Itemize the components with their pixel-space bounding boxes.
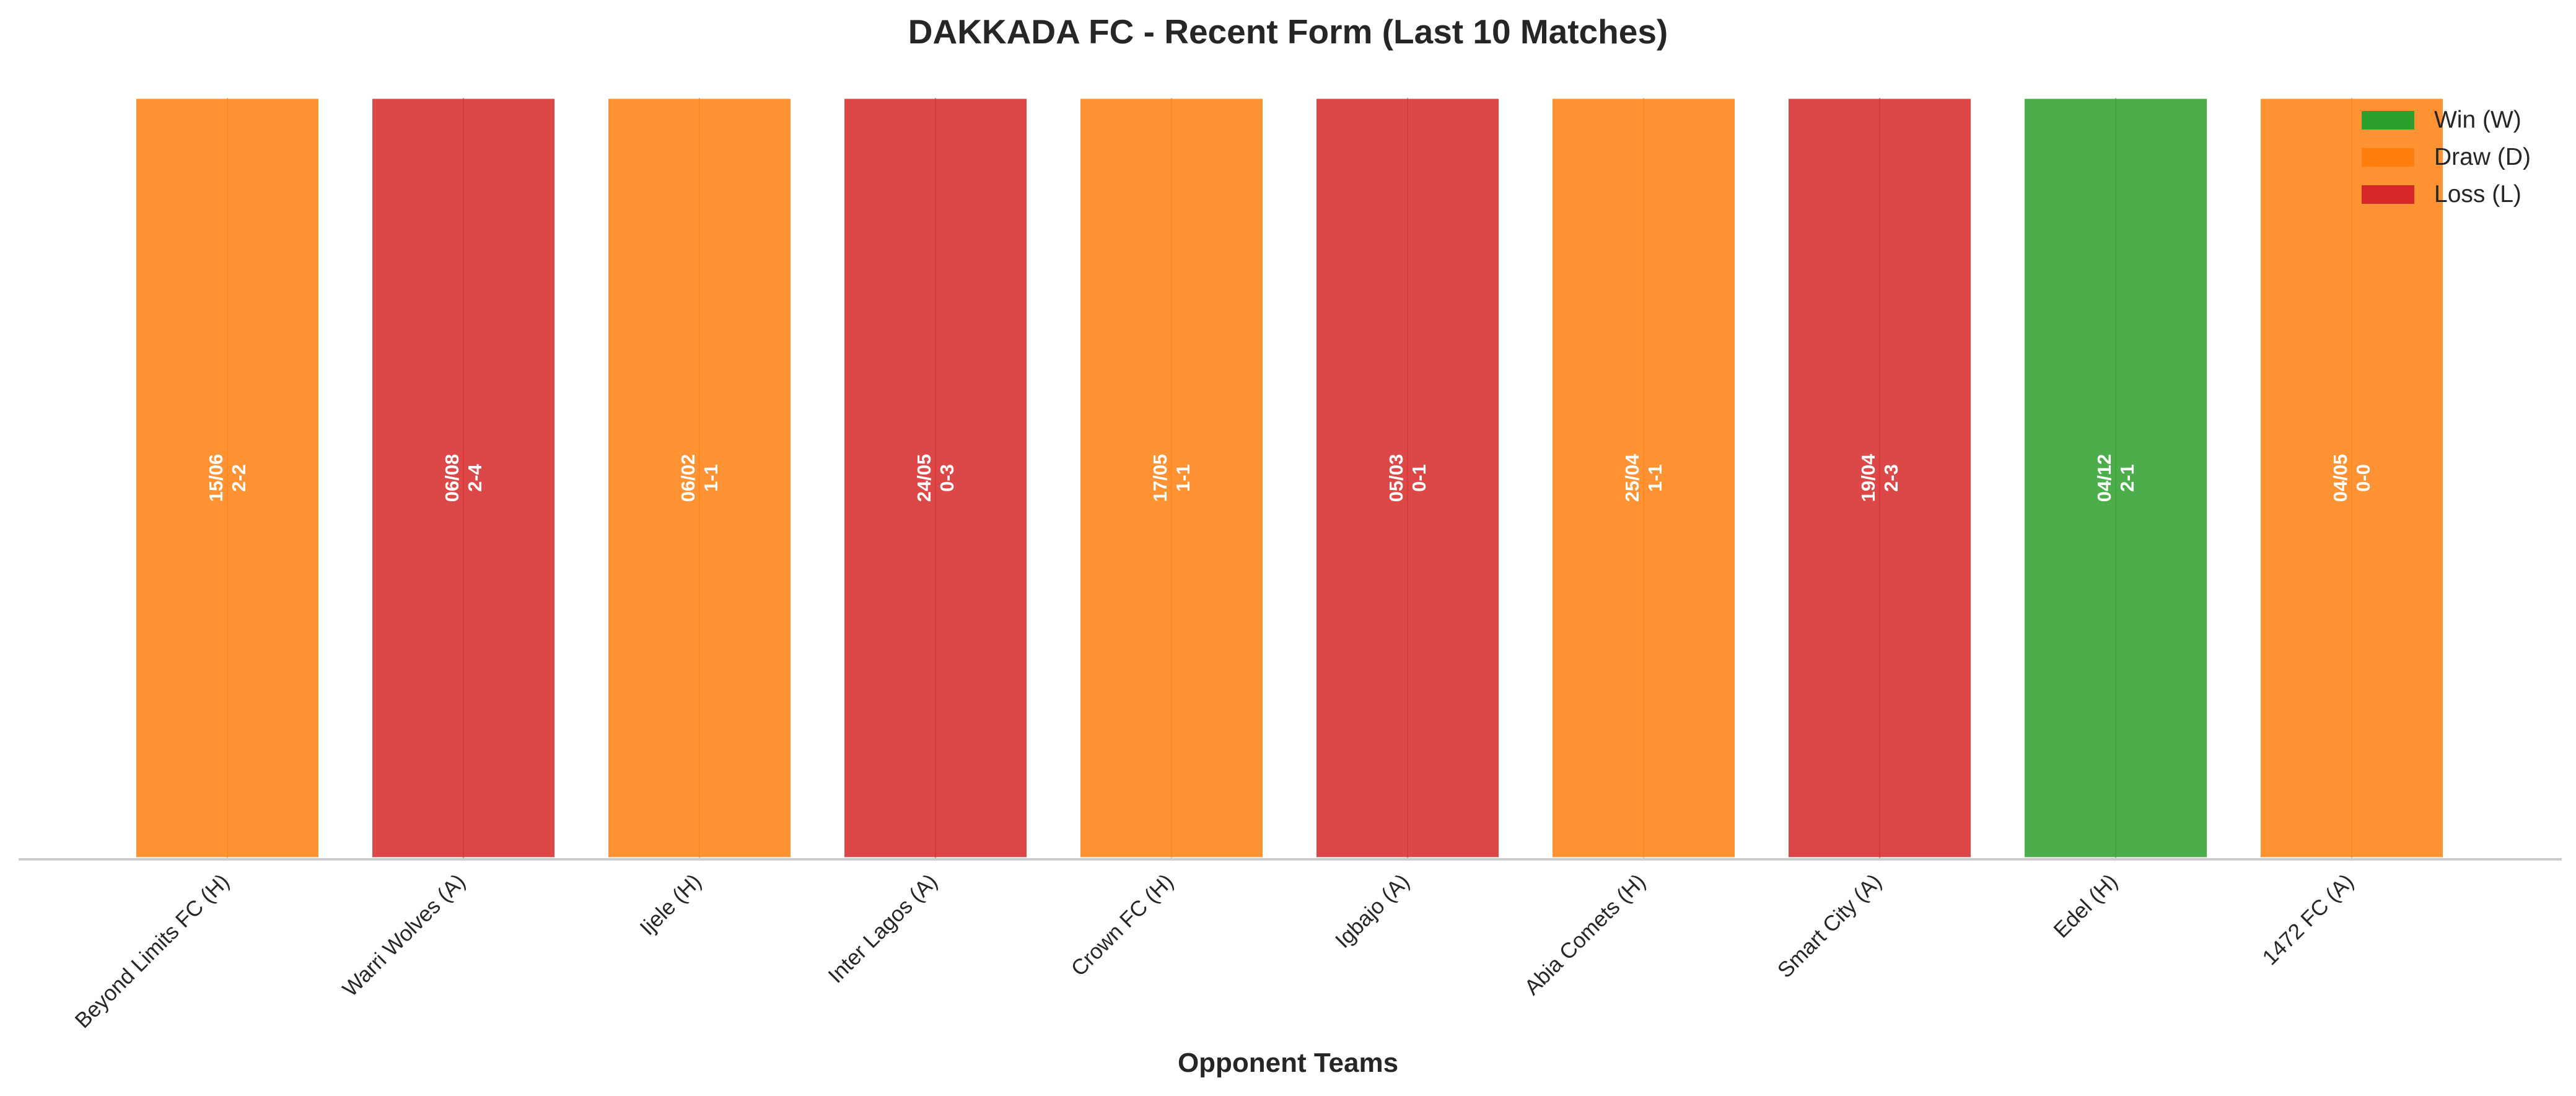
bar-date-label: 05/03 <box>1385 454 1407 502</box>
legend-swatch <box>2362 148 2414 167</box>
bar-data-label: 06/082-4 <box>441 454 486 502</box>
x-tick-label: Warri Wolves (A) <box>338 869 470 1001</box>
legend-label: Draw (D) <box>2434 144 2531 170</box>
bar-date-label: 04/05 <box>2329 454 2351 502</box>
bar-score-label: 1-1 <box>1644 464 1666 492</box>
legend-label: Win (W) <box>2434 107 2521 133</box>
x-tick-label: Ijele (H) <box>635 869 706 940</box>
bar-score-label: 1-1 <box>700 464 722 492</box>
x-tick-label: Igbajo (A) <box>1331 869 1414 953</box>
bar-score-label: 1-1 <box>1172 464 1194 492</box>
x-axis-label: Opponent Teams <box>1178 1048 1398 1078</box>
bar-score-label: 0-1 <box>1408 464 1430 492</box>
bar-score-label: 2-1 <box>2116 464 2138 492</box>
x-tick-labels-group: Beyond Limits FC (H) Warri Wolves (A) Ijel… <box>71 869 2359 1033</box>
bar-date-label: 04/12 <box>2093 454 2115 502</box>
chart-title: DAKKADA FC - Recent Form (Last 10 Matche… <box>908 12 1668 51</box>
legend-swatch <box>2362 111 2414 129</box>
bar-date-label: 06/02 <box>677 454 699 502</box>
bar-date-label: 25/04 <box>1621 454 1643 502</box>
x-tick-label: Smart City (A) <box>1773 869 1886 983</box>
x-tick-label: Beyond Limits FC (H) <box>71 869 234 1033</box>
bar-date-label: 06/08 <box>441 454 463 502</box>
legend: Win (W) Draw (D) Loss (L) <box>2362 107 2531 208</box>
x-tick-label: Abia Comets (H) <box>1520 869 1650 999</box>
x-tick-label: Inter Lagos (A) <box>823 869 942 988</box>
x-tick-label: Crown FC (H) <box>1066 869 1178 981</box>
bar-data-label: 06/021-1 <box>677 454 722 502</box>
bar-data-label: 17/051-1 <box>1149 454 1194 502</box>
bar-date-label: 24/05 <box>913 454 935 502</box>
x-tick-label: 1472 FC (A) <box>2258 869 2358 970</box>
bar-score-label: 0-0 <box>2352 464 2374 492</box>
bar-data-label: 05/030-1 <box>1385 454 1430 502</box>
bar-date-label: 15/06 <box>205 454 227 502</box>
bar-date-label: 17/05 <box>1149 454 1171 502</box>
bar-data-label: 24/050-3 <box>913 454 958 502</box>
x-tick-label: Edel (H) <box>2049 869 2122 942</box>
bar-score-label: 2-2 <box>228 464 250 492</box>
bar-score-label: 2-4 <box>464 463 486 492</box>
bar-labels-group: 15/062-2 06/082-4 06/021-1 24/050-3 17/051-1… <box>205 454 2374 502</box>
bar-score-label: 2-3 <box>1880 464 1902 492</box>
bar-data-label: 19/042-3 <box>1857 454 1902 502</box>
legend-swatch <box>2362 185 2414 204</box>
bar-data-label: 25/041-1 <box>1621 454 1666 502</box>
bar-date-label: 19/04 <box>1857 454 1879 502</box>
bar-data-label: 04/050-0 <box>2329 454 2374 502</box>
bar-data-label: 04/122-1 <box>2093 454 2138 502</box>
legend-label: Loss (L) <box>2434 181 2521 208</box>
bar-score-label: 0-3 <box>936 464 958 492</box>
bars-group <box>134 97 2445 859</box>
bar-data-label: 15/062-2 <box>205 454 250 502</box>
